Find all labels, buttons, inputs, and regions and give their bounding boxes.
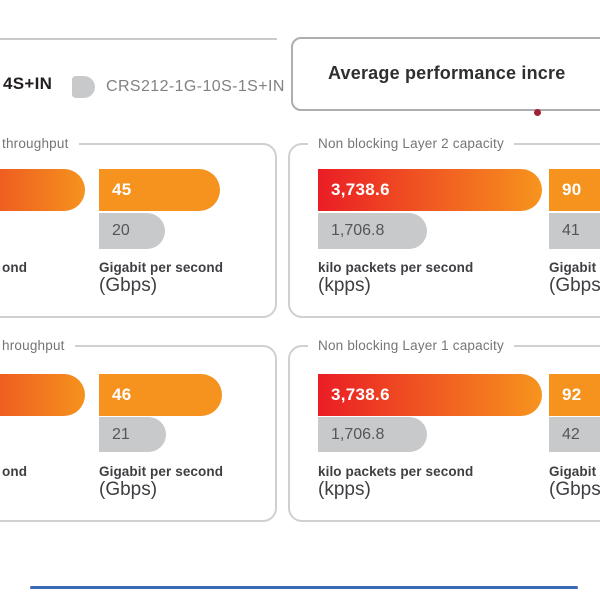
unit-label: kilo packets per second bbox=[318, 464, 474, 479]
bar-product-a-cut bbox=[0, 374, 85, 416]
unit-label: kilo packets per second bbox=[318, 260, 474, 275]
panel-throughput-row1-label: throughput bbox=[0, 136, 79, 151]
bar-product-a: 90 bbox=[549, 169, 600, 211]
unit-abbr: (kpps) bbox=[318, 479, 371, 500]
panel-layer2: Non blocking Layer 2 capacity 3,738.6 1,… bbox=[288, 136, 600, 318]
bar-product-a: 45 bbox=[99, 169, 220, 211]
summary-card-title: Average performance incre bbox=[328, 63, 566, 83]
bar-product-a: 46 bbox=[99, 374, 222, 416]
bar-product-b: 41 bbox=[549, 213, 600, 249]
unit-label-cut: ond bbox=[2, 464, 28, 479]
legend-product-a-label: 4S+IN bbox=[3, 74, 53, 93]
bar-product-a: 3,738.6 bbox=[318, 169, 542, 211]
unit-label: Gigabit per second bbox=[99, 464, 224, 479]
panel-layer1-label: Non blocking Layer 1 capacity bbox=[308, 338, 514, 353]
summary-card: Average performance incre bbox=[291, 37, 600, 111]
unit-abbr: (kpps) bbox=[318, 275, 371, 296]
unit-label: Gigabit per second bbox=[99, 260, 224, 275]
legend-swatch-gray bbox=[72, 76, 95, 98]
bar-product-a: 92 bbox=[549, 374, 600, 416]
header-divider bbox=[0, 38, 277, 40]
unit-label: Gigabit per second bbox=[549, 260, 600, 275]
bar-product-b: 1,706.8 bbox=[318, 213, 427, 249]
unit-label-cut: ond bbox=[2, 260, 28, 275]
bar-product-b: 42 bbox=[549, 417, 600, 452]
panel-throughput-row1: throughput ond 45 20 Gigabit per second … bbox=[0, 136, 277, 318]
panel-throughput-row2: hroughput ond 46 21 Gigabit per second (… bbox=[0, 338, 277, 522]
unit-abbr: (Gbps) bbox=[99, 275, 158, 296]
unit-abbr: (Gbps) bbox=[549, 275, 600, 296]
legend-product-b-label: CRS212-1G-10S-1S+IN bbox=[106, 78, 285, 95]
red-dot-marker bbox=[534, 109, 541, 116]
panel-layer2-label: Non blocking Layer 2 capacity bbox=[308, 136, 514, 151]
bar-product-b: 20 bbox=[99, 213, 165, 249]
unit-abbr: (Gbps) bbox=[99, 479, 158, 500]
bar-product-a: 3,738.6 bbox=[318, 374, 542, 416]
bar-product-b: 21 bbox=[99, 417, 166, 452]
panel-throughput-row2-label: hroughput bbox=[0, 338, 75, 353]
unit-label: Gigabit per second bbox=[549, 464, 600, 479]
panel-layer1: Non blocking Layer 1 capacity 3,738.6 1,… bbox=[288, 338, 600, 522]
bar-product-b: 1,706.8 bbox=[318, 417, 427, 452]
section-divider-blue bbox=[30, 586, 578, 589]
unit-abbr: (Gbps) bbox=[549, 479, 600, 500]
bar-product-a-cut bbox=[0, 169, 85, 211]
